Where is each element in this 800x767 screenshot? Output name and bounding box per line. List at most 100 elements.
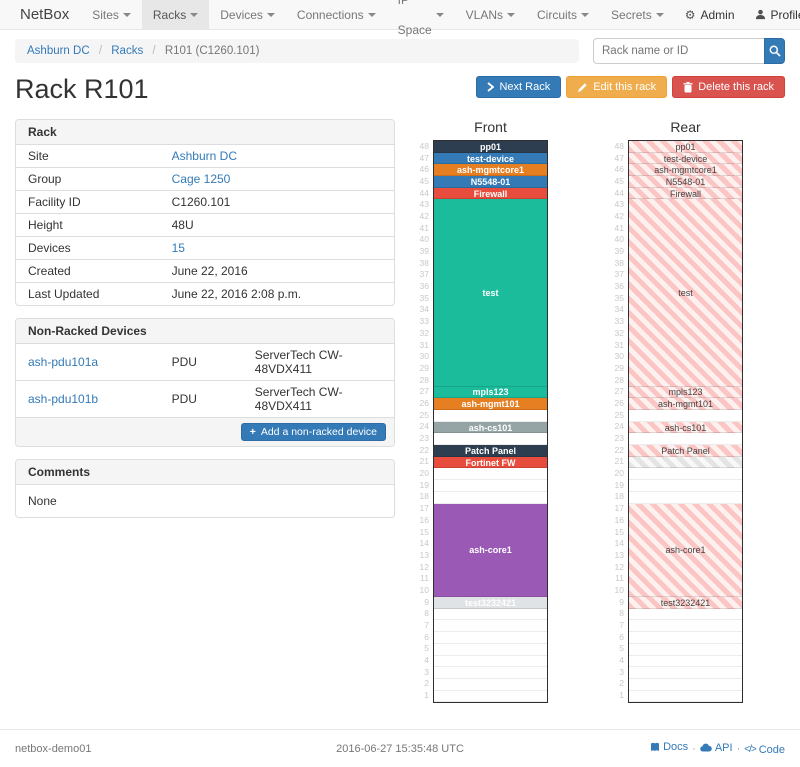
unit-number: 41 [612, 222, 628, 234]
empty-rack-unit [434, 691, 547, 703]
docs-link[interactable]: Docs [650, 741, 688, 753]
unit-number: 25 [612, 409, 628, 421]
unit-number: 4 [417, 654, 433, 666]
unit-number: 39 [612, 245, 628, 257]
unit-number: 8 [417, 608, 433, 620]
rack-device-fortinet-fw[interactable]: Fortinet FW [434, 457, 547, 469]
unit-number: 20 [612, 467, 628, 479]
nav-item-vlans[interactable]: VLANs [455, 0, 526, 29]
unit-number: 43 [612, 198, 628, 210]
nav-item-sites[interactable]: Sites [81, 0, 142, 29]
non-racked-panel-heading: Non-Racked Devices [16, 319, 394, 344]
search-button[interactable] [764, 38, 785, 64]
code-link[interactable]: </> Code [744, 744, 785, 756]
rack-device-test-device[interactable]: test-device [434, 153, 547, 165]
rack-device-mpls123[interactable]: mpls123 [629, 387, 742, 399]
unit-number: 33 [612, 315, 628, 327]
empty-rack-unit [629, 609, 742, 621]
rack-device-ash-cs101[interactable]: ash-cs101 [629, 422, 742, 434]
unit-number: 14 [612, 537, 628, 549]
brand-logo[interactable]: NetBox [8, 0, 81, 29]
devices-count-link[interactable]: 15 [172, 241, 185, 255]
unit-number: 2 [612, 678, 628, 690]
unit-number: 3 [612, 666, 628, 678]
add-non-racked-device-button[interactable]: + Add a non-racked device [241, 423, 386, 441]
rack-device-fortinet-fw[interactable] [629, 457, 742, 469]
rack-device-ash-mgmt101[interactable]: ash-mgmt101 [434, 398, 547, 410]
site-link[interactable]: Ashburn DC [172, 149, 237, 163]
nav-item-ip-space[interactable]: IP Space [387, 0, 455, 29]
rack-device-test3232421[interactable]: test3232421 [434, 597, 547, 609]
device-link[interactable]: ash-pdu101a [28, 355, 98, 369]
rack-device-pp01[interactable]: pp01 [434, 141, 547, 153]
rack-device-test[interactable]: test [629, 199, 742, 386]
rack-device-mpls123[interactable]: mpls123 [434, 387, 547, 399]
rack-device-n5548-01[interactable]: N5548-01 [434, 176, 547, 188]
rack-device-ash-cs101[interactable]: ash-cs101 [434, 422, 547, 434]
rack-device-ash-mgmt101[interactable]: ash-mgmt101 [629, 398, 742, 410]
rack-device-test[interactable]: test [434, 199, 547, 386]
empty-rack-unit [629, 410, 742, 422]
rack-device-firewall[interactable]: Firewall [629, 188, 742, 200]
nav-item-racks[interactable]: Racks [142, 0, 209, 29]
unit-number: 2 [417, 678, 433, 690]
unit-number: 5 [612, 643, 628, 655]
next-rack-button[interactable]: Next Rack [476, 76, 561, 98]
empty-rack-unit [629, 492, 742, 504]
device-link[interactable]: ash-pdu101b [28, 392, 98, 406]
api-link[interactable]: API [700, 742, 733, 754]
rack-device-n5548-01[interactable]: N5548-01 [629, 176, 742, 188]
empty-rack-unit [629, 468, 742, 480]
chevron-down-icon [581, 13, 589, 17]
unit-number: 48 [417, 140, 433, 152]
unit-number: 47 [417, 152, 433, 164]
rack-device-ash-mgmtcore1[interactable]: ash-mgmtcore1 [434, 164, 547, 176]
pencil-icon [577, 82, 588, 93]
code-icon: </> [744, 744, 755, 755]
rack-device-patch-panel[interactable]: Patch Panel [629, 445, 742, 457]
breadcrumb-site-link[interactable]: Ashburn DC [27, 45, 90, 57]
rack-device-ash-mgmtcore1[interactable]: ash-mgmtcore1 [629, 164, 742, 176]
user-icon [755, 9, 766, 20]
rack-device-test3232421[interactable]: test3232421 [629, 597, 742, 609]
rack-search-input[interactable] [593, 38, 764, 64]
rack-device-ash-core1[interactable]: ash-core1 [629, 504, 742, 598]
unit-number: 1 [612, 689, 628, 701]
rack-device-firewall[interactable]: Firewall [434, 188, 547, 200]
empty-rack-unit [434, 679, 547, 691]
rack-device-patch-panel[interactable]: Patch Panel [434, 445, 547, 457]
unit-number: 1 [417, 689, 433, 701]
edit-rack-button[interactable]: Edit this rack [566, 76, 667, 98]
empty-rack-unit [629, 679, 742, 691]
group-link[interactable]: Cage 1250 [172, 172, 231, 186]
chevron-down-icon [436, 13, 444, 17]
nav-item-circuits[interactable]: Circuits [526, 0, 600, 29]
unit-number: 11 [612, 572, 628, 584]
unit-number: 12 [417, 561, 433, 573]
breadcrumb-racks-link[interactable]: Racks [111, 45, 143, 57]
profile-link[interactable]: Profile [745, 0, 800, 29]
nav-item-connections[interactable]: Connections [286, 0, 387, 29]
admin-link[interactable]: ⚙ Admin [675, 0, 745, 29]
device-role: PDU [172, 355, 197, 369]
comments-body: None [16, 485, 394, 517]
rack-device-pp01[interactable]: pp01 [629, 141, 742, 153]
chevron-right-icon [487, 82, 494, 92]
unit-number: 20 [417, 467, 433, 479]
unit-number: 37 [612, 269, 628, 281]
nav-item-secrets[interactable]: Secrets [600, 0, 675, 29]
delete-rack-button[interactable]: Delete this rack [672, 76, 785, 98]
last-updated-value: June 22, 2016 2:08 p.m. [172, 287, 301, 301]
rack-device-ash-core1[interactable]: ash-core1 [434, 504, 547, 598]
unit-number: 36 [612, 280, 628, 292]
cloud-icon [700, 743, 712, 752]
nav-item-devices[interactable]: Devices [209, 0, 286, 29]
empty-rack-unit [629, 656, 742, 668]
rack-device-test-device[interactable]: test-device [629, 153, 742, 165]
